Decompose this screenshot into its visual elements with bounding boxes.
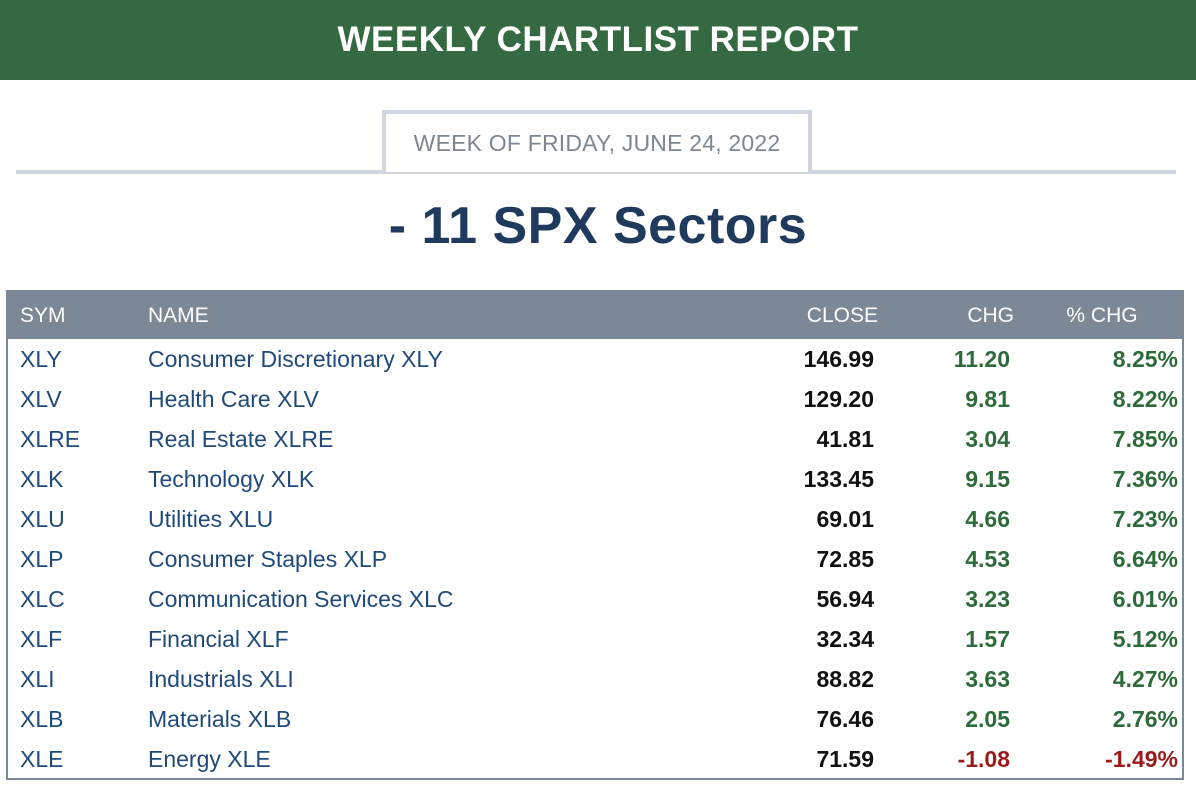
sector-name-link[interactable]: Consumer Discretionary XLY <box>148 346 443 372</box>
sector-name-link[interactable]: Real Estate XLRE <box>148 426 334 452</box>
symbol-link[interactable]: XLRE <box>20 426 81 452</box>
change-value: 11.20 <box>953 346 1010 372</box>
pct-change-value: 7.23% <box>1112 506 1178 532</box>
pct-change-value: 4.27% <box>1112 666 1178 692</box>
header-pct-chg[interactable]: % CHG <box>1066 304 1138 327</box>
table-row: XLV Health Care XLV 129.20 9.81 8.22% <box>8 379 1182 419</box>
pct-change-value: 5.12% <box>1112 626 1178 652</box>
table-row: XLI Industrials XLI 88.82 3.63 4.27% <box>8 659 1182 699</box>
change-value: 9.81 <box>965 386 1010 412</box>
pct-change-value: 7.85% <box>1112 426 1178 452</box>
pct-change-value: 6.01% <box>1112 586 1178 612</box>
sectors-table: SYM NAME CLOSE CHG % CHG XLY Consumer Dis… <box>6 290 1184 780</box>
table-row: XLF Financial XLF 32.34 1.57 5.12% <box>8 619 1182 659</box>
symbol-link[interactable]: XLE <box>20 746 64 772</box>
table-body: XLY Consumer Discretionary XLY 146.99 11.20… <box>8 339 1182 778</box>
change-value: 1.57 <box>965 626 1010 652</box>
close-value: 32.34 <box>816 626 874 652</box>
sector-name-link[interactable]: Materials XLB <box>148 706 292 732</box>
close-value: 69.01 <box>816 506 874 532</box>
change-value: 3.23 <box>965 586 1010 612</box>
symbol-link[interactable]: XLV <box>20 386 62 412</box>
change-value: 4.53 <box>965 546 1010 572</box>
sector-name-link[interactable]: Technology XLK <box>148 466 315 492</box>
sector-name-link[interactable]: Health Care XLV <box>148 386 319 412</box>
symbol-link[interactable]: XLB <box>20 706 64 732</box>
close-value: 146.99 <box>803 346 874 372</box>
symbol-link[interactable]: XLU <box>20 506 65 532</box>
week-label: WEEK OF FRIDAY, JUNE 24, 2022 <box>413 129 781 156</box>
symbol-link[interactable]: XLP <box>20 546 64 572</box>
pct-change-value: 6.64% <box>1112 546 1178 572</box>
header-sym[interactable]: SYM <box>20 304 66 327</box>
table-row: XLK Technology XLK 133.45 9.15 7.36% <box>8 459 1182 499</box>
symbol-link[interactable]: XLF <box>20 626 63 652</box>
section-divider <box>16 170 1176 174</box>
close-value: 41.81 <box>816 426 874 452</box>
pct-change-value: 8.22% <box>1112 386 1178 412</box>
sector-name-link[interactable]: Utilities XLU <box>148 506 274 532</box>
header-close[interactable]: CLOSE <box>806 304 878 327</box>
report-banner: WEEKLY CHARTLIST REPORT <box>0 0 1196 80</box>
change-value: 3.63 <box>965 666 1010 692</box>
sector-name-link[interactable]: Energy XLE <box>148 746 271 772</box>
change-value: 4.66 <box>965 506 1010 532</box>
sector-name-link[interactable]: Communication Services XLC <box>148 586 454 612</box>
close-value: 71.59 <box>816 746 874 772</box>
header-chg[interactable]: CHG <box>967 304 1014 327</box>
change-value: 2.05 <box>965 706 1010 732</box>
pct-change-value: 8.25% <box>1112 346 1178 372</box>
table-row: XLC Communication Services XLC 56.94 3.23 6.… <box>8 579 1182 619</box>
table-row: XLE Energy XLE 71.59 -1.08 -1.49% <box>8 739 1182 778</box>
week-tab: WEEK OF FRIDAY, JUNE 24, 2022 <box>382 110 812 172</box>
symbol-link[interactable]: XLK <box>20 466 64 492</box>
symbol-link[interactable]: XLY <box>20 346 62 372</box>
close-value: 56.94 <box>816 586 874 612</box>
table-row: XLU Utilities XLU 69.01 4.66 7.23% <box>8 499 1182 539</box>
sector-name-link[interactable]: Financial XLF <box>148 626 289 652</box>
symbol-link[interactable]: XLC <box>20 586 65 612</box>
change-value: 9.15 <box>965 466 1010 492</box>
change-value: 3.04 <box>965 426 1010 452</box>
header-name[interactable]: NAME <box>148 304 209 327</box>
pct-change-value: 2.76% <box>1112 706 1178 732</box>
sector-name-link[interactable]: Consumer Staples XLP <box>148 546 388 572</box>
table-row: XLP Consumer Staples XLP 72.85 4.53 6.64% <box>8 539 1182 579</box>
table-row: XLY Consumer Discretionary XLY 146.99 11.20… <box>8 339 1182 379</box>
table-row: XLB Materials XLB 76.46 2.05 2.76% <box>8 699 1182 739</box>
pct-change-value: -1.49% <box>1105 746 1178 772</box>
pct-change-value: 7.36% <box>1112 466 1178 492</box>
change-value: -1.08 <box>957 746 1010 772</box>
close-value: 133.45 <box>803 466 874 492</box>
section-title: - 11 SPX Sectors <box>388 197 808 255</box>
sector-name-link[interactable]: Industrials XLI <box>148 666 294 692</box>
close-value: 76.46 <box>816 706 874 732</box>
close-value: 72.85 <box>816 546 874 572</box>
close-value: 129.20 <box>803 386 874 412</box>
symbol-link[interactable]: XLI <box>20 666 55 692</box>
report-title: WEEKLY CHARTLIST REPORT <box>337 20 859 59</box>
table-row: XLRE Real Estate XLRE 41.81 3.04 7.85% <box>8 419 1182 459</box>
table-header: SYM NAME CLOSE CHG % CHG <box>8 292 1182 339</box>
close-value: 88.82 <box>816 666 874 692</box>
